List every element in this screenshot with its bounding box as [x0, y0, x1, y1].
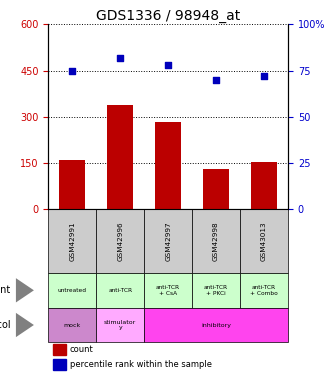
Bar — [107, 105, 134, 209]
Bar — [48, 308, 96, 342]
Bar — [192, 209, 240, 273]
Bar — [240, 273, 288, 308]
Bar — [48, 273, 96, 308]
Text: mock: mock — [64, 322, 81, 327]
Polygon shape — [16, 313, 34, 337]
Point — [118, 55, 123, 61]
Point — [70, 68, 75, 74]
Bar — [192, 273, 240, 308]
Text: agent: agent — [0, 285, 11, 296]
Text: untreated: untreated — [58, 288, 87, 293]
Bar — [144, 308, 288, 342]
Bar — [96, 273, 144, 308]
Text: anti-TCR
+ Combo: anti-TCR + Combo — [250, 285, 278, 296]
Text: count: count — [70, 345, 94, 354]
Point — [166, 62, 171, 68]
Bar — [203, 169, 229, 209]
Bar — [59, 160, 86, 209]
Text: GSM42996: GSM42996 — [117, 221, 123, 261]
Bar — [48, 209, 96, 273]
Point — [213, 77, 219, 83]
Text: protocol: protocol — [0, 320, 11, 330]
Text: anti-TCR
+ CsA: anti-TCR + CsA — [156, 285, 180, 296]
Bar — [144, 273, 192, 308]
Bar — [53, 344, 66, 355]
Bar — [96, 308, 144, 342]
Bar — [251, 162, 277, 209]
Text: anti-TCR
+ PKCi: anti-TCR + PKCi — [204, 285, 228, 296]
Text: stimulator
y: stimulator y — [104, 320, 136, 330]
Bar — [53, 359, 66, 370]
Text: GSM42997: GSM42997 — [165, 221, 171, 261]
Text: GSM43013: GSM43013 — [261, 221, 267, 261]
Text: percentile rank within the sample: percentile rank within the sample — [70, 360, 212, 369]
Text: GSM42991: GSM42991 — [69, 221, 75, 261]
Text: anti-TCR: anti-TCR — [108, 288, 132, 293]
Point — [261, 73, 267, 79]
Polygon shape — [16, 278, 34, 303]
Text: inhibitory: inhibitory — [201, 322, 231, 327]
Bar — [240, 209, 288, 273]
Bar — [144, 209, 192, 273]
Bar — [96, 209, 144, 273]
Text: GSM42998: GSM42998 — [213, 221, 219, 261]
Title: GDS1336 / 98948_at: GDS1336 / 98948_at — [96, 9, 240, 23]
Bar — [155, 122, 181, 209]
